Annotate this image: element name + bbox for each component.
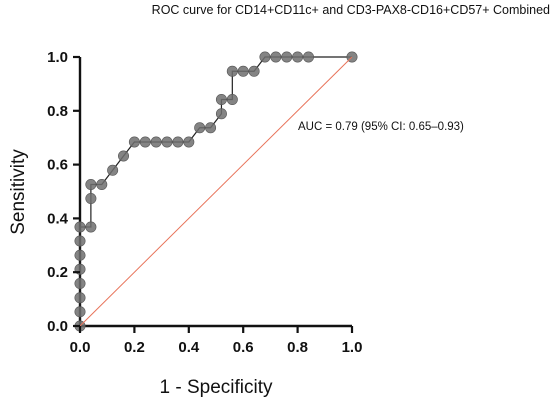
x-tick-label: 0.0 xyxy=(70,339,91,356)
x-axis-ticks: 0.0 0.2 0.4 0.6 0.8 1.0 xyxy=(70,326,363,356)
roc-point xyxy=(118,150,130,162)
roc-point xyxy=(74,249,86,261)
roc-point xyxy=(215,108,227,120)
y-tick-label: 0.2 xyxy=(47,264,68,281)
roc-point xyxy=(107,164,119,176)
reference-line xyxy=(79,56,353,327)
roc-point xyxy=(150,136,162,148)
roc-point xyxy=(74,277,86,289)
x-tick-label: 0.6 xyxy=(233,339,254,356)
auc-annotation: AUC = 0.79 (95% CI: 0.65–0.93) xyxy=(298,121,464,133)
roc-point xyxy=(161,136,173,148)
y-tick-label: 0.4 xyxy=(47,210,69,227)
y-axis-label: Sensitivity xyxy=(8,149,29,235)
roc-point xyxy=(226,65,238,77)
roc-point xyxy=(259,51,271,63)
roc-point xyxy=(270,51,282,63)
roc-point xyxy=(248,65,260,77)
y-tick-label: 0.0 xyxy=(47,318,68,335)
roc-point xyxy=(205,122,217,134)
roc-point xyxy=(74,306,86,318)
roc-point xyxy=(85,192,97,204)
y-axis-ticks: 0.0 0.2 0.4 0.6 0.8 1.0 xyxy=(47,49,80,335)
roc-point xyxy=(74,235,86,247)
y-tick-label: 0.6 xyxy=(47,157,68,174)
roc-point xyxy=(237,65,249,77)
x-tick-label: 0.4 xyxy=(178,339,200,356)
roc-point xyxy=(85,221,97,233)
roc-point xyxy=(183,136,195,148)
roc-point xyxy=(172,136,184,148)
x-tick-label: 1.0 xyxy=(342,339,363,356)
chart-title: ROC curve for CD14+CD11c+ and CD3-PAX8-C… xyxy=(152,3,550,17)
roc-point xyxy=(302,51,314,63)
x-axis-label: 1 - Specificity xyxy=(160,377,273,398)
roc-point xyxy=(292,51,304,63)
roc-point xyxy=(74,292,86,304)
plot-area xyxy=(74,51,358,332)
roc-point xyxy=(85,179,97,191)
x-tick-label: 0.2 xyxy=(124,339,145,356)
y-tick-label: 1.0 xyxy=(47,49,68,66)
roc-point xyxy=(128,136,140,148)
roc-point xyxy=(215,94,227,106)
y-tick-label: 0.8 xyxy=(47,103,68,120)
x-tick-label: 0.8 xyxy=(287,339,308,356)
roc-point xyxy=(281,51,293,63)
roc-point xyxy=(194,122,206,134)
roc-point xyxy=(96,179,108,191)
roc-point xyxy=(139,136,151,148)
roc-point xyxy=(226,94,238,106)
roc-point xyxy=(74,221,86,233)
